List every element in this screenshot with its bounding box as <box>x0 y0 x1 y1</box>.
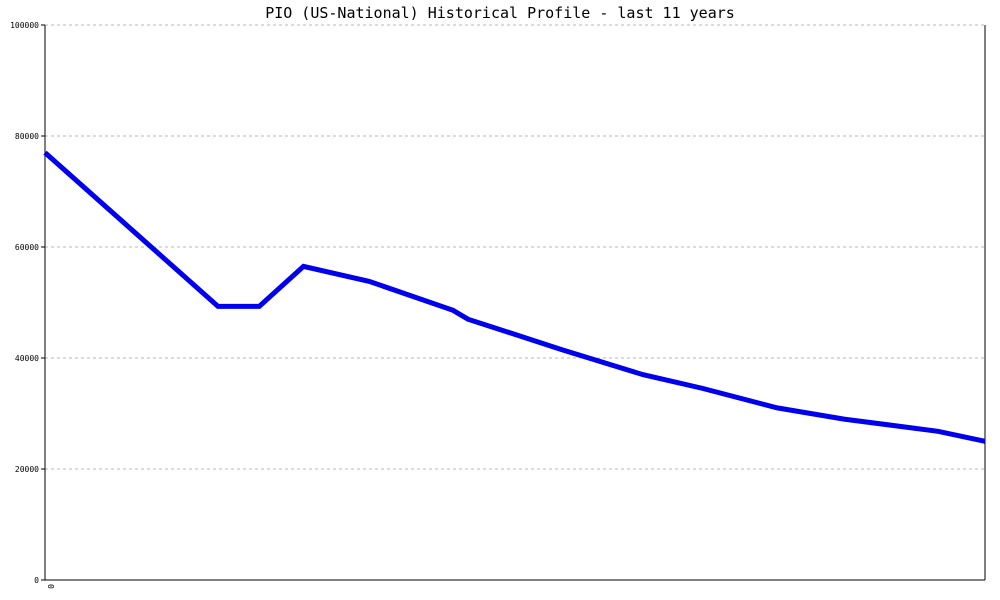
y-tick-label: 80000 <box>15 132 39 141</box>
y-tick-label: 0 <box>34 576 39 585</box>
chart-title: PIO (US-National) Historical Profile - l… <box>265 4 735 22</box>
y-tick-label: 60000 <box>15 243 39 252</box>
y-tick-label: 40000 <box>15 354 39 363</box>
tick-labels: 0 20000 40000 60000 80000 100000 0 <box>10 21 55 589</box>
y-tick-label: 20000 <box>15 465 39 474</box>
grid <box>45 24 985 470</box>
axes <box>41 24 986 581</box>
series-layer <box>43 150 986 444</box>
x-tick-label: 0 <box>46 584 55 589</box>
series-line <box>43 150 986 444</box>
y-tick-label: 100000 <box>10 21 39 30</box>
